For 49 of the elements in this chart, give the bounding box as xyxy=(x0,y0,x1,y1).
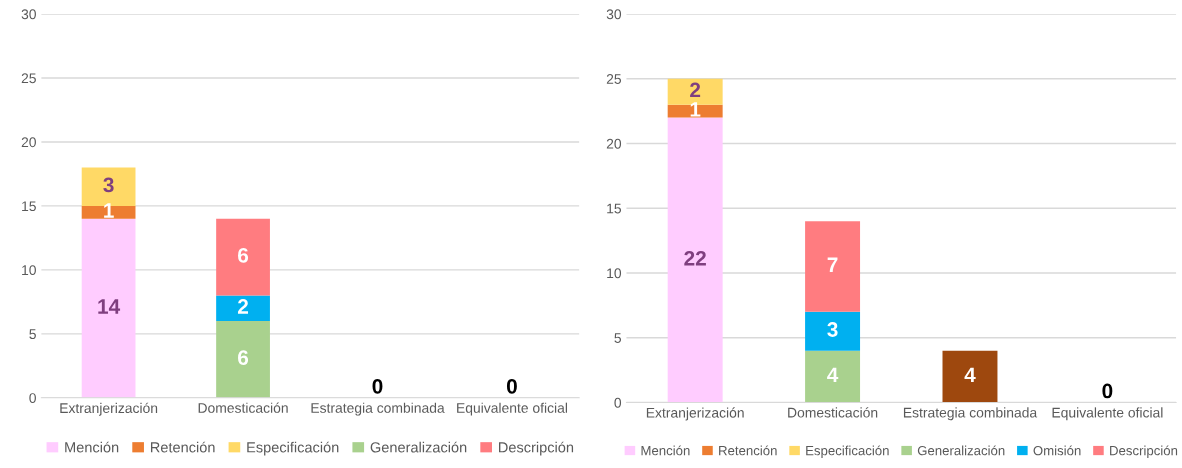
legend-label: Mención xyxy=(65,441,119,453)
data-label: 0 xyxy=(372,378,383,394)
y-tick-label: 30 xyxy=(21,9,36,20)
legend-label: Generalización xyxy=(917,445,1005,456)
x-tick-label: Extranjerización xyxy=(646,407,744,421)
y-tick-label: 0 xyxy=(614,397,622,408)
data-label: 3 xyxy=(827,322,838,337)
y-tick-label: 5 xyxy=(614,333,622,343)
legend-label: Omisión xyxy=(1033,445,1081,456)
legend-label: Retención xyxy=(150,441,215,453)
y-tick-label: 15 xyxy=(22,201,36,212)
y-tick-label: 5 xyxy=(29,329,36,340)
y-tick-label: 10 xyxy=(607,268,622,279)
data-label: 7 xyxy=(827,257,838,272)
x-tick-label: Estrategia combinada xyxy=(903,407,1038,421)
data-label: 4 xyxy=(964,367,976,382)
legend-label: Descripción xyxy=(1110,445,1178,458)
legend-label: Generalización xyxy=(370,441,467,453)
legend-label: Especificación xyxy=(247,441,339,456)
y-tick-label: 15 xyxy=(607,203,622,214)
y-tick-label: 25 xyxy=(606,74,622,84)
x-tick-label: Extranjerización xyxy=(60,402,158,416)
data-label: 6 xyxy=(238,247,249,263)
y-tick-label: 20 xyxy=(606,138,622,149)
data-label: 2 xyxy=(237,299,249,314)
y-tick-label: 0 xyxy=(29,393,36,403)
data-label: 0 xyxy=(1102,383,1113,399)
data-label: 1 xyxy=(690,102,701,117)
data-label: 6 xyxy=(238,350,249,366)
legend-label: Retención xyxy=(719,445,777,456)
y-tick-label: 20 xyxy=(21,137,36,148)
legend-label: Especificación xyxy=(806,445,889,458)
x-tick-label: Equivalente oficial xyxy=(457,402,567,416)
y-tick-label: 30 xyxy=(606,9,622,20)
x-tick-label: Estrategia combinada xyxy=(311,402,445,416)
data-label: 1 xyxy=(104,203,114,218)
x-tick-label: Domesticación xyxy=(198,402,288,413)
data-label: 0 xyxy=(506,378,517,394)
legend-label: Descripción xyxy=(499,441,574,456)
data-label: 3 xyxy=(103,177,114,193)
x-tick-label: Equivalente oficial xyxy=(1052,407,1163,421)
x-tick-label: Domesticación xyxy=(788,407,878,418)
data-label: 22 xyxy=(684,250,706,266)
y-tick-label: 10 xyxy=(22,265,36,276)
y-tick-label: 25 xyxy=(21,73,36,84)
data-label: 2 xyxy=(690,82,701,98)
legend-label: Mención xyxy=(641,445,690,456)
data-label: 14 xyxy=(98,299,121,314)
data-label: 4 xyxy=(827,367,839,382)
